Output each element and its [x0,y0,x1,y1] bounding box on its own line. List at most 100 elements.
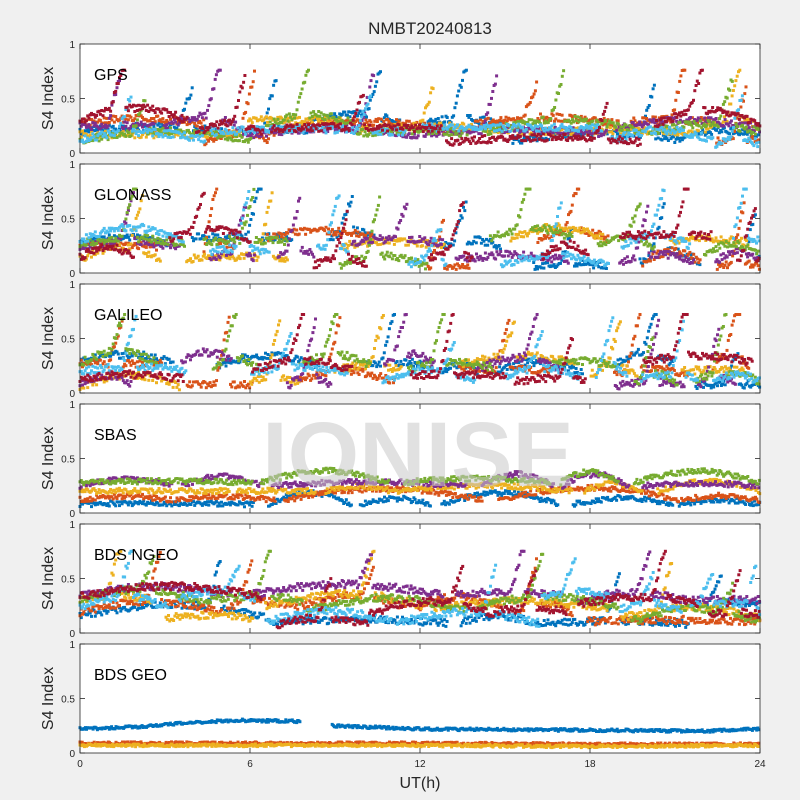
data-point [202,118,206,122]
data-point [281,130,285,134]
data-point [171,121,175,125]
data-point [239,84,243,88]
data-point [518,124,522,128]
data-point [572,120,576,124]
data-point [125,105,129,109]
data-point [277,132,281,136]
data-point [599,134,603,138]
data-point [223,116,227,119]
data-point [467,129,471,133]
data-point [350,123,354,127]
data-point [98,135,102,139]
data-point [213,233,217,237]
data-point [521,139,525,143]
data-point [661,120,665,124]
data-point [202,131,206,135]
data-point [351,118,355,122]
data-point [355,108,359,112]
data-point [454,267,458,271]
data-point [692,120,696,123]
data-point [657,116,661,120]
data-point [468,114,472,117]
data-point [529,125,533,129]
data-point [247,119,250,123]
data-point [133,110,137,113]
data-point [560,113,564,117]
data-point [573,114,577,118]
data-point [311,252,314,256]
data-point [153,111,157,115]
data-point [392,242,396,246]
data-point [411,135,415,139]
data-point [486,111,490,115]
data-point [645,117,648,120]
data-point [219,137,223,140]
data-point [403,129,407,133]
data-point [429,266,433,270]
data-point [604,128,608,132]
data-point [582,227,585,231]
data-point [469,130,473,134]
data-point [249,254,253,258]
data-point [478,236,482,240]
data-point [748,138,752,142]
data-point [571,126,575,130]
data-point [412,132,416,136]
data-point [596,120,600,124]
data-point [732,124,736,128]
data-point [406,124,410,127]
data-point [446,242,450,246]
data-point [158,128,162,132]
data-point [611,132,615,136]
data-point [166,110,170,114]
data-point [200,258,204,262]
data-point [194,237,198,241]
data-point [391,122,395,126]
data-point [192,253,196,257]
data-point [459,214,463,218]
data-point [98,118,102,122]
data-point [610,135,614,139]
data-point [455,225,459,229]
data-point [181,120,185,124]
data-point [688,104,692,108]
data-point [427,132,431,136]
data-point [95,127,99,131]
data-point [130,233,134,237]
data-point [542,266,546,270]
data-point [272,83,276,87]
data-point [592,266,596,270]
data-point [137,247,141,251]
data-point [220,127,223,131]
data-point [151,134,155,138]
data-point [365,127,369,131]
data-point [738,219,742,223]
data-point [84,139,88,143]
data-point [192,131,195,135]
data-point [688,250,692,254]
data-point [386,238,390,242]
data-point [112,120,116,124]
data-point [553,119,556,123]
data-point [488,129,492,133]
data-point [715,109,718,112]
data-point [578,116,582,120]
data-point [696,129,700,133]
data-point [671,132,675,136]
data-point [723,110,727,114]
data-point [539,266,543,270]
data-point [695,79,699,83]
data-point [565,221,569,224]
data-point [757,140,761,144]
data-point [738,68,742,72]
data-point [472,239,476,243]
data-point [399,123,403,127]
data-point [104,121,107,125]
data-point [528,123,532,127]
data-point [169,111,172,114]
data-point [185,123,189,127]
data-point [522,133,526,137]
data-point [135,130,139,134]
data-point [225,236,229,240]
data-point [745,127,749,131]
